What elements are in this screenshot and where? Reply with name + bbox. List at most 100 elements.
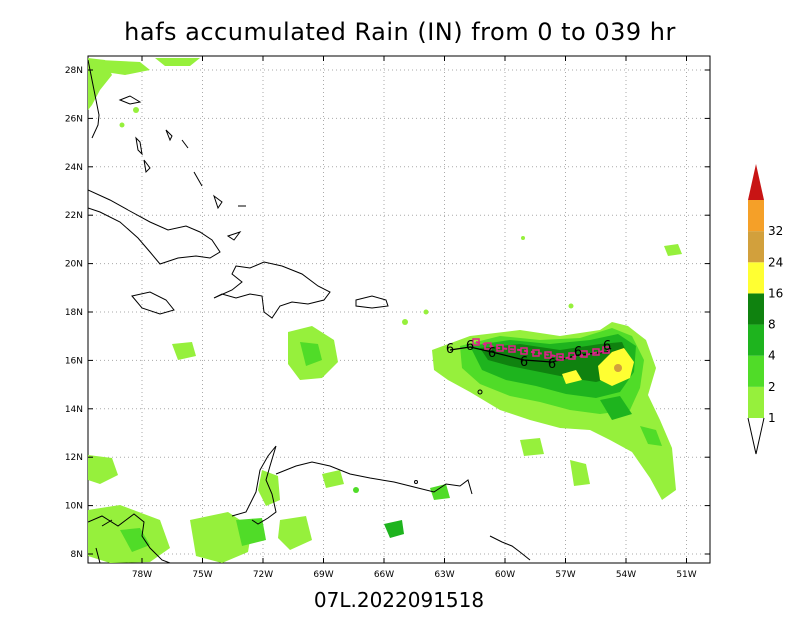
longitude-labels: 78W 75W 72W 69W 66W 63W 60W 57W 54W 51W — [132, 56, 697, 580]
coastline-island — [414, 480, 418, 484]
storm-track: 6 6 66 66 6 — [446, 338, 612, 372]
coastline-island — [477, 389, 483, 395]
lat-label: 24N — [65, 163, 83, 173]
lon-label: 57W — [555, 570, 575, 580]
colorbar-block — [748, 262, 764, 294]
coastline-island — [226, 231, 242, 241]
rain-area — [423, 309, 429, 315]
rain-area — [190, 512, 252, 563]
rain-area — [430, 484, 450, 500]
track-line-forecast — [449, 346, 612, 363]
rain-area — [614, 364, 622, 372]
rain-area — [172, 342, 196, 360]
rain-area — [353, 487, 359, 493]
lon-label: 54W — [616, 570, 636, 580]
track-marker — [544, 351, 552, 359]
coastline-island — [165, 129, 173, 142]
storm-symbol: 6 — [466, 339, 474, 354]
map-title: hafs accumulated Rain (IN) from 0 to 039… — [124, 18, 676, 46]
rain-area — [664, 244, 682, 256]
rain-area — [133, 107, 139, 113]
colorbar-top-arrow — [748, 164, 764, 200]
coastlines — [88, 59, 531, 563]
lat-label: 26N — [65, 114, 83, 124]
latitude-labels: 28N 26N 24N 22N 20N 18N 16N 14N 12N 10N 8N — [65, 66, 710, 560]
coastline-hispaniola — [213, 261, 331, 319]
lon-label: 63W — [434, 570, 454, 580]
rain-area — [568, 303, 574, 309]
colorbar-label: 1 — [768, 411, 776, 425]
track-marker — [472, 338, 480, 346]
rain-area — [521, 236, 525, 240]
colorbar-label: 32 — [768, 224, 783, 238]
coastline-florida — [88, 59, 100, 139]
lat-label: 16N — [65, 356, 83, 366]
storm-symbol: 6 — [548, 357, 556, 372]
coastline-detail — [95, 547, 101, 563]
rain-area — [236, 518, 266, 546]
lon-label: 75W — [192, 570, 212, 580]
rain-area — [100, 60, 150, 75]
coastline-island — [213, 194, 223, 210]
track-marker — [520, 347, 528, 355]
coastline-south-america — [489, 535, 531, 561]
track-marker — [592, 348, 600, 356]
colorbar-block — [748, 386, 764, 418]
storm-id-timestamp: 07L.2022091518 — [313, 588, 485, 612]
lon-label: 78W — [132, 570, 152, 580]
lat-label: 10N — [65, 502, 83, 512]
coastline-island — [193, 171, 203, 187]
coastline-south-america — [231, 445, 277, 525]
coastline-island — [181, 139, 189, 149]
rain-area — [570, 460, 590, 486]
track-marker — [580, 350, 588, 358]
storm-symbol: 6 — [574, 345, 582, 360]
colorbar-block — [748, 231, 764, 263]
storm-symbol: 6 — [603, 339, 611, 354]
rain-area — [640, 426, 662, 446]
storm-symbol: 6 — [488, 346, 496, 361]
rain-area — [119, 122, 125, 128]
colorbar-block — [748, 355, 764, 387]
rain-area — [155, 58, 200, 66]
colorbar-label: 8 — [768, 318, 776, 332]
lat-label: 12N — [65, 453, 83, 463]
coastline-cuba — [88, 189, 221, 265]
rain-area — [384, 520, 404, 538]
gridlines — [88, 56, 710, 563]
rain-area — [600, 396, 632, 420]
track-marker — [532, 349, 540, 357]
track-marker — [556, 353, 564, 361]
colorbar-blocks — [747, 164, 765, 455]
lat-label: 20N — [65, 260, 83, 270]
rain-area — [88, 455, 118, 484]
colorbar-label: 24 — [768, 255, 783, 269]
colorbar-label: 2 — [768, 380, 776, 394]
rain-area — [322, 470, 344, 488]
track-marker — [508, 345, 516, 353]
track-line-observed — [475, 341, 609, 360]
lat-label: 14N — [65, 405, 83, 415]
rain-area — [278, 516, 312, 550]
colorbar-label: 4 — [768, 349, 776, 363]
rain-area — [520, 438, 544, 456]
lat-label: 22N — [65, 211, 83, 221]
coastline-puerto-rico — [355, 295, 389, 309]
colorbar-block — [748, 200, 764, 232]
coastline-jamaica — [131, 291, 175, 315]
track-marker — [484, 342, 492, 350]
rain-area — [300, 342, 322, 366]
plot-frame — [87, 55, 711, 564]
coastline-island — [143, 159, 151, 174]
track-marker — [602, 346, 610, 354]
coastline-detail — [101, 519, 113, 527]
colorbar-block — [748, 293, 764, 325]
rain-area — [562, 370, 582, 384]
lat-label: 8N — [71, 550, 83, 560]
colorbar-block — [748, 324, 764, 356]
coastline-island — [135, 136, 143, 156]
storm-symbol: 6 — [520, 355, 528, 370]
